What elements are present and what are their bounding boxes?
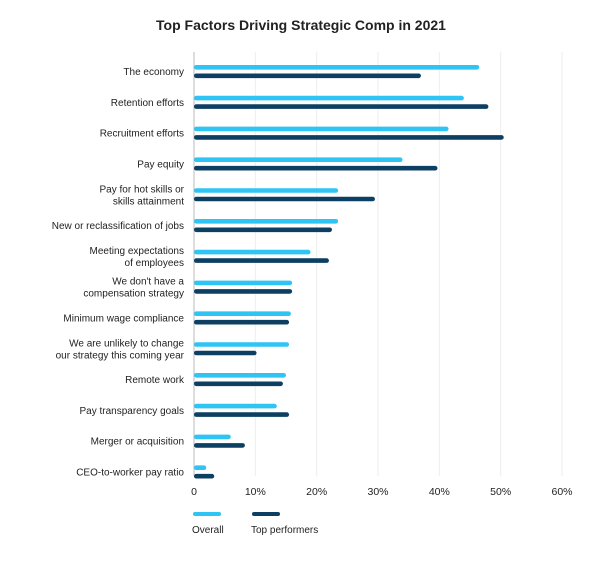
category-label: Pay transparency goals bbox=[79, 406, 184, 417]
category-label: Pay equity bbox=[137, 159, 184, 170]
category-labels: The economy Retention efforts Recruitment … bbox=[52, 67, 185, 478]
bar-overall bbox=[194, 373, 286, 378]
category-label: Pay for hot skills or bbox=[100, 184, 185, 195]
category-label: We are unlikely to change bbox=[69, 338, 184, 349]
legend-swatch-overall bbox=[193, 512, 221, 516]
bar-top-performers bbox=[194, 258, 329, 263]
category-label: skills attainment bbox=[113, 196, 184, 207]
bar-top-performers bbox=[194, 473, 215, 479]
bar-overall bbox=[194, 126, 449, 132]
bar-overall bbox=[194, 95, 464, 101]
category-label: of employees bbox=[125, 258, 184, 269]
bar-overall bbox=[194, 311, 291, 316]
x-tick-label: 30% bbox=[367, 486, 388, 498]
category-label: CEO-to-worker pay ratio bbox=[76, 467, 184, 478]
bar-top-performers bbox=[194, 289, 293, 294]
bar-top-performers bbox=[194, 104, 489, 109]
category-label: Remote work bbox=[125, 375, 185, 386]
category-label: Recruitment efforts bbox=[100, 129, 184, 140]
x-tick-label: 20% bbox=[306, 486, 327, 498]
bar-overall bbox=[194, 249, 311, 255]
bars bbox=[194, 65, 504, 479]
bar-overall bbox=[194, 280, 293, 286]
legend-label-overall: Overall bbox=[192, 525, 224, 536]
legend-swatch-top-performers bbox=[252, 512, 280, 516]
category-label: Retention efforts bbox=[111, 98, 184, 109]
category-label: our strategy this coming year bbox=[56, 350, 185, 361]
bar-top-performers bbox=[194, 350, 257, 356]
bar-top-performers bbox=[194, 165, 438, 171]
bar-overall bbox=[194, 465, 207, 470]
category-label: Merger or acquisition bbox=[91, 437, 184, 448]
bar-top-performers bbox=[194, 443, 245, 448]
bar-overall bbox=[194, 342, 290, 347]
bar-top-performers bbox=[194, 319, 290, 325]
x-tick-label: 0 bbox=[191, 486, 197, 498]
x-tick-label: 40% bbox=[429, 486, 450, 498]
bar-overall bbox=[194, 157, 403, 162]
grid bbox=[193, 52, 563, 476]
category-label: Meeting expectations bbox=[89, 246, 184, 257]
category-label: compensation strategy bbox=[83, 289, 184, 300]
category-label: We don't have a bbox=[112, 277, 184, 288]
x-axis-ticks: 0 10% 20% 30% 40% 50% 60% bbox=[191, 486, 572, 498]
category-label: Minimum wage compliance bbox=[63, 313, 184, 324]
bar-top-performers bbox=[194, 196, 375, 202]
bar-overall bbox=[194, 188, 339, 193]
chart-title: Top Factors Driving Strategic Comp in 20… bbox=[156, 17, 446, 33]
legend: Overall Top performers bbox=[192, 512, 318, 536]
x-tick-label: 50% bbox=[490, 486, 511, 498]
bar-top-performers bbox=[194, 381, 283, 387]
category-label: New or reclassification of jobs bbox=[52, 221, 184, 232]
bar-top-performers bbox=[194, 135, 504, 140]
x-tick-label: 10% bbox=[245, 486, 266, 498]
bar-overall bbox=[194, 65, 480, 70]
category-label: The economy bbox=[123, 67, 184, 78]
bar-overall bbox=[194, 219, 339, 224]
bar-overall bbox=[194, 403, 277, 409]
legend-label-top-performers: Top performers bbox=[251, 525, 318, 536]
bar-top-performers bbox=[194, 73, 421, 79]
bar-overall bbox=[194, 434, 231, 440]
bar-top-performers bbox=[194, 227, 332, 233]
bar-top-performers bbox=[194, 412, 290, 417]
x-tick-label: 60% bbox=[551, 486, 572, 498]
